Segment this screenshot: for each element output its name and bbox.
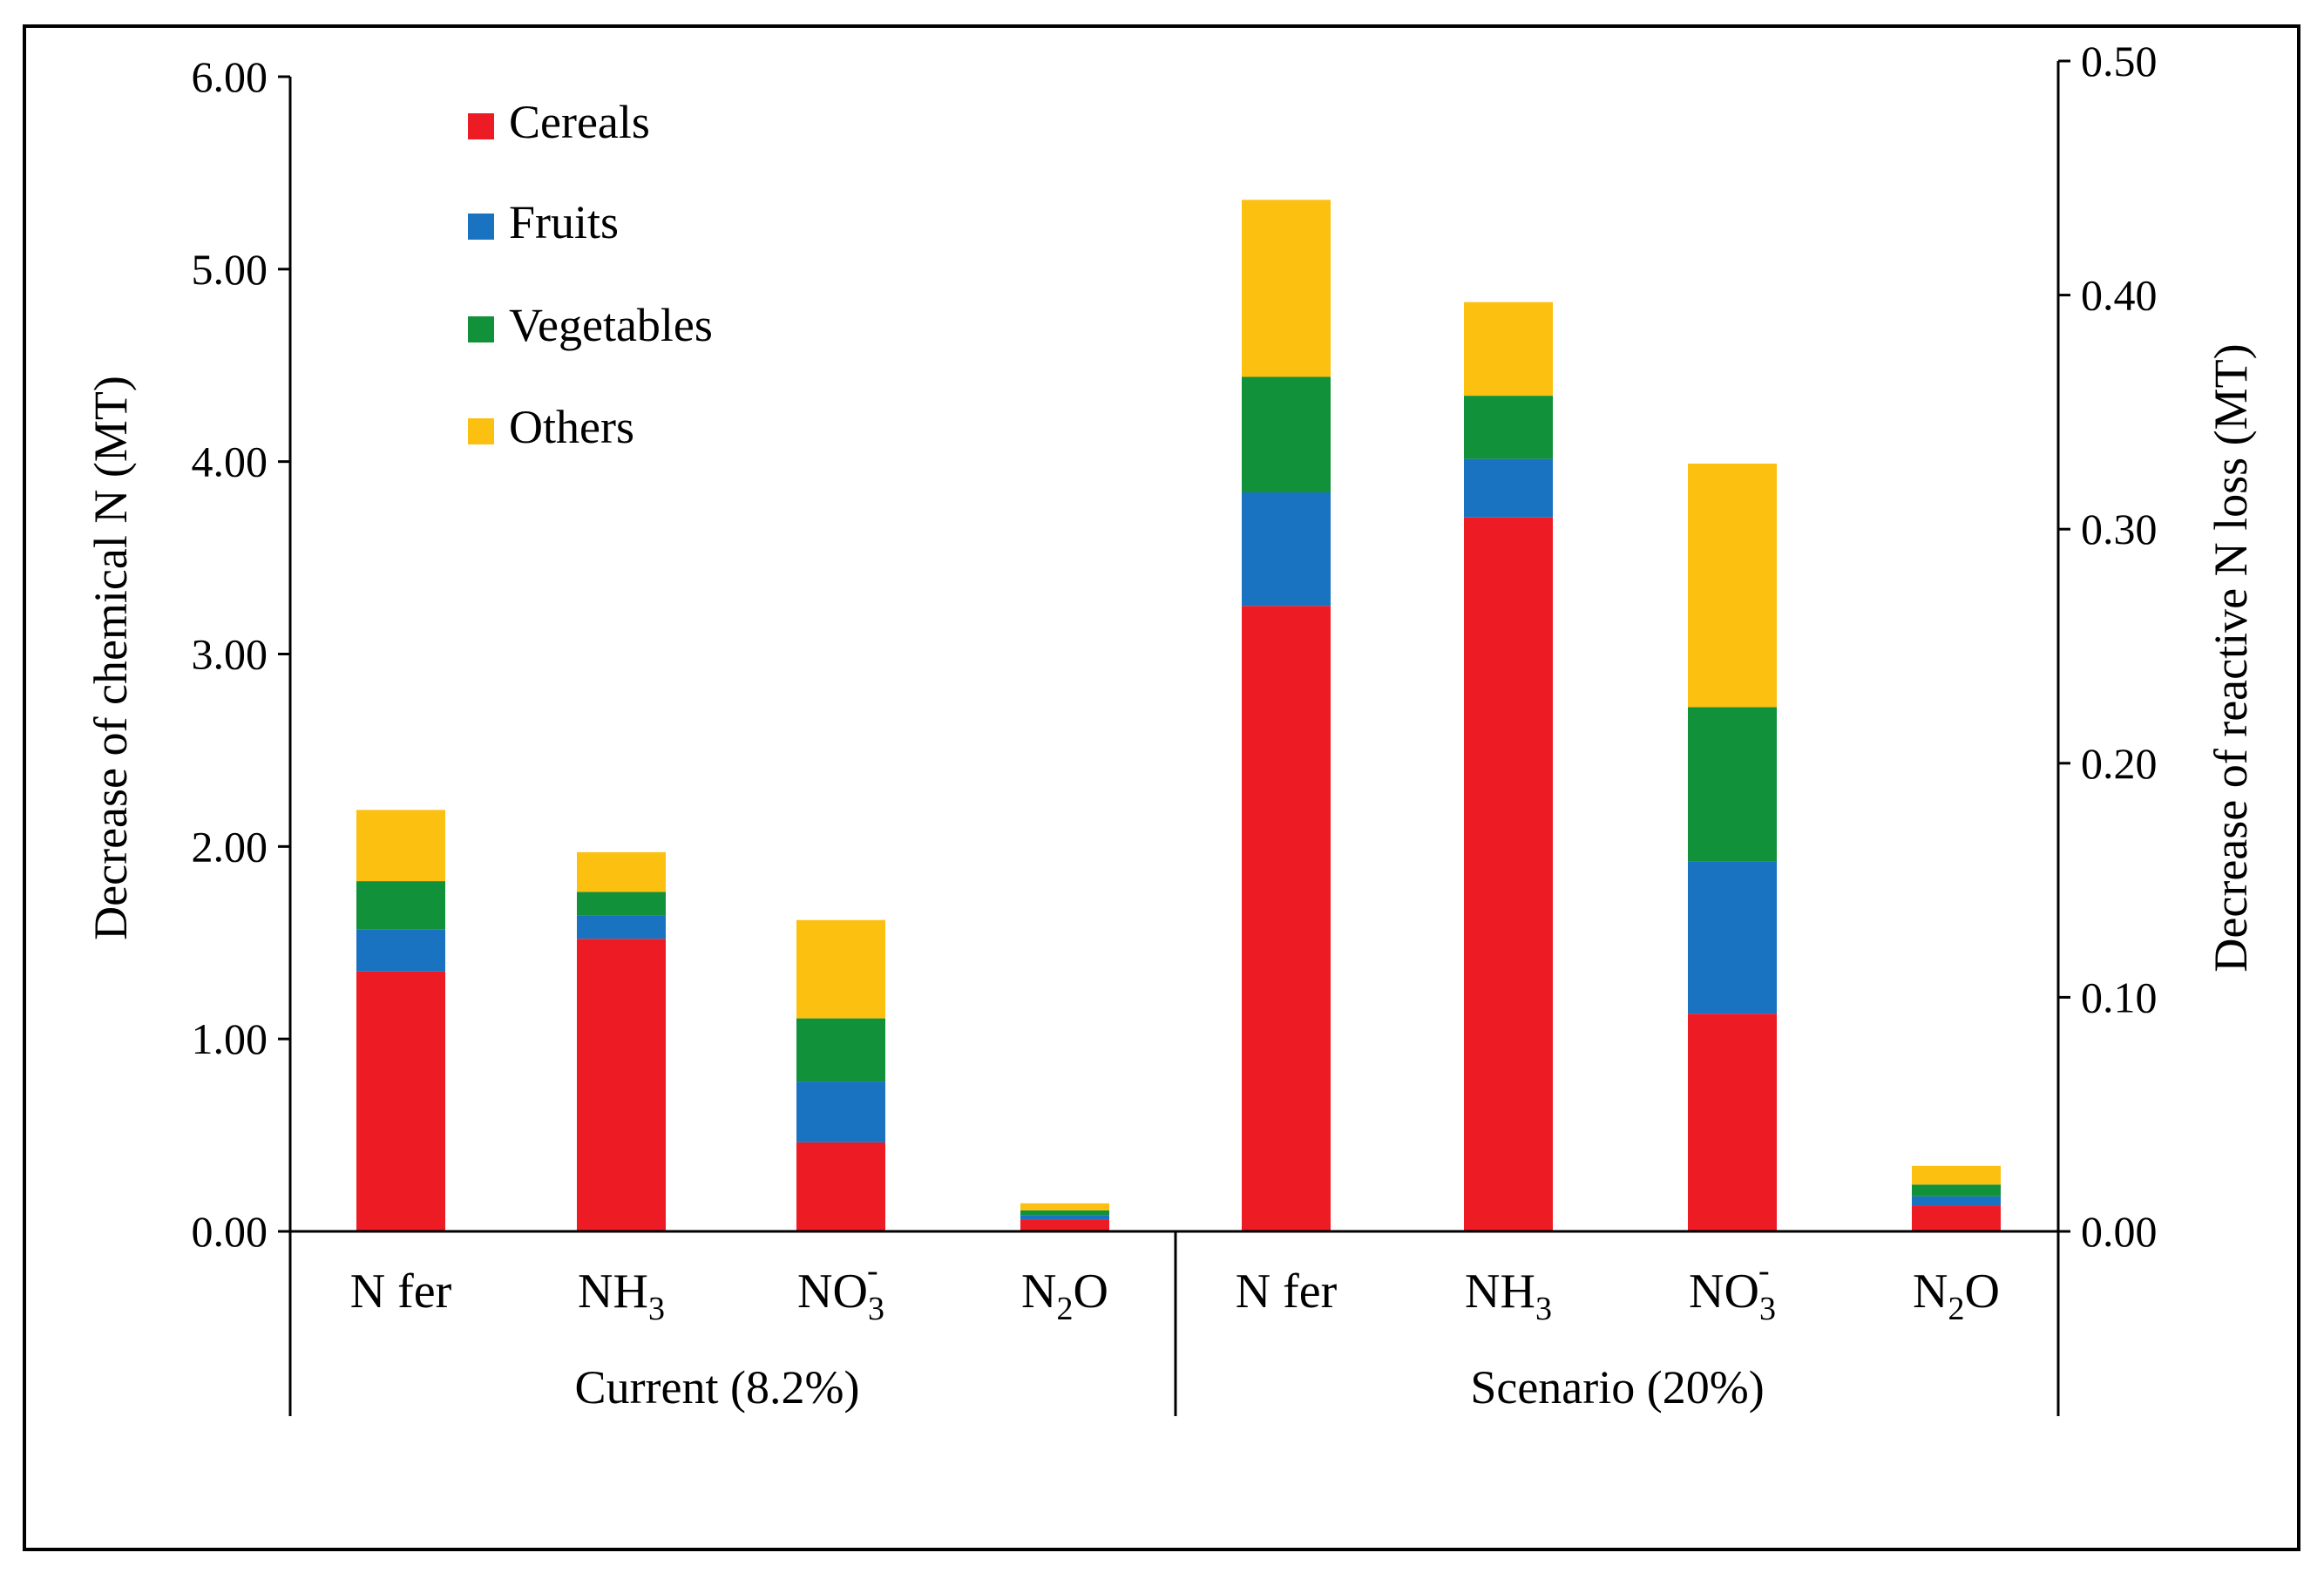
bar-segment-fruits: [1020, 1215, 1109, 1220]
left-axis-tick-label: 2.00: [192, 822, 268, 871]
axes-layer: 0.00 1.00 2.00 3.00 4.00 5.00 6.00 0.00 0.10 0.20…: [192, 37, 2158, 1416]
legend: Cereals Fruits Vegetables Others: [468, 96, 713, 453]
bar-segment-vegetables: [1464, 396, 1553, 459]
bar-segment-vegetables: [1242, 376, 1331, 492]
right-axis-tick-label: 0.10: [2081, 973, 2158, 1021]
bar-segment-fruits: [796, 1081, 885, 1142]
left-axis-tick-label: 3.00: [192, 630, 268, 679]
legend-label-cereals: Cereals: [509, 96, 650, 148]
bar-segment-vegetables: [1912, 1184, 2001, 1197]
bar-segment-cereals: [356, 971, 445, 1231]
bar-segment-cereals: [1242, 606, 1331, 1231]
bar-segment-fruits: [1242, 492, 1331, 607]
bar-segment-vegetables: [1020, 1210, 1109, 1216]
category-label: NO3-: [797, 1252, 884, 1327]
legend-label-vegetables: Vegetables: [509, 299, 713, 351]
legend-label-others: Others: [509, 401, 634, 453]
bar-segment-fruits: [1912, 1196, 2001, 1206]
bar-segment-cereals: [1020, 1219, 1109, 1231]
bar-segment-others: [1242, 200, 1331, 377]
left-axis-tick-label: 4.00: [192, 437, 268, 486]
right-axis-tick-label: 0.00: [2081, 1207, 2158, 1256]
group-label: Scenario (20%): [1470, 1361, 1764, 1414]
bar-segment-fruits: [1464, 458, 1553, 518]
bar-segment-cereals: [577, 939, 666, 1231]
right-axis-tick-label: 0.30: [2081, 505, 2158, 553]
figure-border: [23, 24, 2300, 1551]
bar-segment-vegetables: [796, 1018, 885, 1082]
bar-segment-cereals: [796, 1142, 885, 1231]
category-label: NH3: [1465, 1265, 1552, 1327]
left-axis-label: Decrease of chemical N (MT): [85, 376, 137, 940]
bar-segment-others: [356, 810, 445, 882]
category-label: N fer: [1236, 1265, 1338, 1319]
bar-segment-cereals: [1912, 1205, 2001, 1231]
left-axis-tick-label: 1.00: [192, 1014, 268, 1063]
bar-segment-fruits: [577, 915, 666, 939]
legend-label-fruits: Fruits: [509, 196, 619, 248]
category-label: NH3: [578, 1265, 665, 1327]
bar-segment-others: [1464, 302, 1553, 397]
right-axis-label: Decrease of reactive N loss (MT): [2205, 343, 2257, 972]
bar-segment-others: [1688, 463, 1777, 708]
category-label: NO3-: [1689, 1252, 1776, 1327]
left-axis-tick-label: 0.00: [192, 1207, 268, 1256]
legend-swatch-cereals: [468, 113, 494, 139]
right-axis-tick-label: 0.50: [2081, 37, 2158, 85]
legend-swatch-vegetables: [468, 316, 494, 342]
category-label: N2O: [1021, 1265, 1108, 1327]
group-label: Current (8.2%): [575, 1361, 860, 1414]
bar-segment-fruits: [356, 929, 445, 972]
bar-segment-fruits: [1688, 861, 1777, 1014]
bar-segment-others: [1912, 1165, 2001, 1185]
left-axis-tick-label: 5.00: [192, 245, 268, 294]
category-label: N2O: [1913, 1265, 2000, 1327]
bar-segment-vegetables: [1688, 707, 1777, 862]
right-axis-tick-label: 0.40: [2081, 271, 2158, 320]
right-axis-tick-label: 0.20: [2081, 739, 2158, 788]
bars-layer: [356, 200, 2001, 1231]
bar-segment-vegetables: [577, 892, 666, 916]
left-axis-tick-label: 6.00: [192, 52, 268, 101]
bar-segment-others: [577, 851, 666, 892]
bar-segment-cereals: [1688, 1014, 1777, 1231]
bar-segment-others: [796, 919, 885, 1019]
category-label: N fer: [350, 1265, 452, 1319]
bar-segment-others: [1020, 1203, 1109, 1210]
bar-segment-cereals: [1464, 517, 1553, 1231]
legend-swatch-fruits: [468, 214, 494, 240]
legend-swatch-others: [468, 418, 494, 444]
bar-segment-vegetables: [356, 881, 445, 930]
